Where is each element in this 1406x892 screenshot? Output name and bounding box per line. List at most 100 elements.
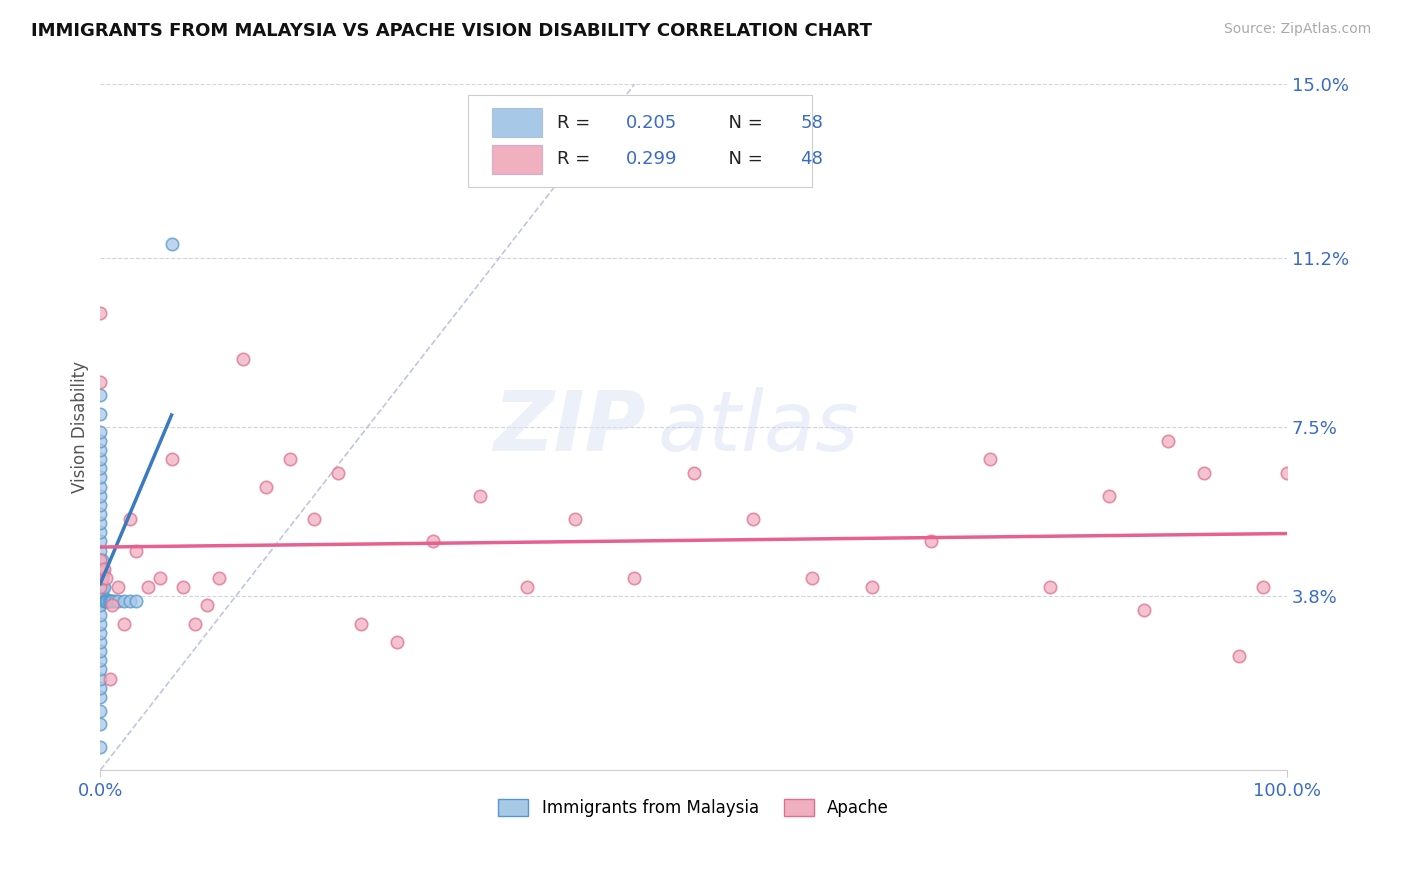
Point [91, 590, 114, 604]
Point [136, 580, 159, 594]
Point [89, 626, 111, 640]
Point [89, 580, 111, 594]
Point [101, 594, 124, 608]
Point [125, 594, 148, 608]
Point [1192, 466, 1215, 480]
Point [89, 672, 111, 686]
Point [1251, 580, 1274, 594]
Point [742, 511, 765, 525]
Point [89, 425, 111, 439]
Point [93, 594, 115, 608]
Point [160, 237, 183, 252]
Point [112, 594, 135, 608]
Point [89, 562, 111, 576]
Point [96, 594, 118, 608]
Point [89, 599, 111, 613]
Point [350, 616, 373, 631]
Point [860, 580, 883, 594]
Point [90, 571, 112, 585]
Point [89, 571, 111, 585]
Point [232, 351, 254, 366]
Point [89, 717, 111, 731]
Point [801, 571, 824, 585]
Point [112, 616, 135, 631]
Point [89, 690, 111, 704]
Point [89, 388, 111, 402]
Point [89, 616, 111, 631]
Point [89, 452, 111, 467]
Text: IMMIGRANTS FROM MALAYSIA VS APACHE VISION DISABILITY CORRELATION CHART: IMMIGRANTS FROM MALAYSIA VS APACHE VISIO… [31, 22, 872, 40]
Point [89, 644, 111, 658]
Point [89, 375, 111, 389]
Point [564, 511, 586, 525]
Text: 0.205: 0.205 [626, 114, 678, 132]
Point [1133, 603, 1156, 617]
Point [89, 553, 111, 567]
Point [89, 571, 111, 585]
Point [89, 507, 111, 521]
Point [103, 594, 125, 608]
Point [89, 663, 111, 677]
Point [89, 580, 111, 594]
Point [208, 571, 231, 585]
Point [89, 607, 111, 622]
Point [98, 672, 121, 686]
Text: R =: R = [557, 150, 596, 169]
Point [1098, 489, 1121, 503]
FancyBboxPatch shape [468, 95, 813, 187]
Point [1275, 466, 1298, 480]
Point [89, 635, 111, 649]
Point [89, 461, 111, 475]
Text: N =: N = [717, 150, 769, 169]
Legend: Immigrants from Malaysia, Apache: Immigrants from Malaysia, Apache [492, 792, 896, 823]
Point [256, 480, 278, 494]
Point [920, 534, 942, 549]
Point [89, 681, 111, 695]
Point [91, 580, 114, 594]
Point [89, 525, 111, 540]
Point [89, 562, 111, 576]
Point [326, 466, 349, 480]
Point [89, 704, 111, 718]
Text: Source: ZipAtlas.com: Source: ZipAtlas.com [1223, 22, 1371, 37]
Point [90, 553, 112, 567]
Point [89, 480, 111, 494]
Point [160, 452, 183, 467]
Point [101, 599, 124, 613]
Y-axis label: Vision Disability: Vision Disability [72, 361, 89, 493]
Text: 0.299: 0.299 [626, 150, 678, 169]
Text: N =: N = [717, 114, 769, 132]
Point [1038, 580, 1060, 594]
Point [89, 470, 111, 484]
Point [125, 543, 148, 558]
Point [89, 516, 111, 531]
Point [97, 594, 120, 608]
Point [89, 543, 111, 558]
Point [89, 553, 111, 567]
Point [1157, 434, 1180, 448]
Bar [492, 109, 541, 137]
Point [89, 306, 111, 320]
Point [623, 571, 645, 585]
Point [90, 562, 112, 576]
Point [89, 489, 111, 503]
Point [90, 580, 112, 594]
Point [100, 594, 122, 608]
Point [93, 580, 115, 594]
Point [90, 571, 112, 585]
Point [118, 594, 141, 608]
Point [89, 590, 111, 604]
Point [682, 466, 704, 480]
Point [89, 434, 111, 448]
Point [278, 452, 301, 467]
Point [468, 489, 491, 503]
Point [98, 594, 121, 608]
Point [1227, 648, 1250, 663]
Bar [492, 145, 541, 174]
Point [96, 594, 118, 608]
Point [516, 580, 538, 594]
Point [149, 571, 172, 585]
Point [107, 580, 129, 594]
Point [302, 511, 325, 525]
Point [89, 498, 111, 512]
